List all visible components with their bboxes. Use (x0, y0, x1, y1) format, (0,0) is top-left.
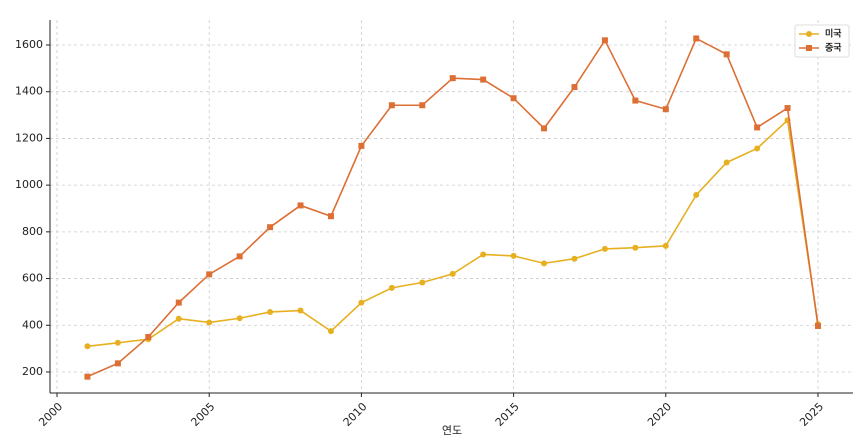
marker (175, 299, 182, 306)
marker (267, 224, 274, 231)
marker (632, 244, 639, 251)
x-tick-label: 2020 (645, 400, 674, 429)
marker (388, 284, 395, 291)
marker (358, 142, 365, 149)
marker (814, 322, 821, 329)
marker (541, 125, 548, 132)
marker (175, 315, 182, 322)
y-tick-label: 200 (22, 365, 43, 378)
marker (541, 260, 548, 267)
series-line (87, 37, 819, 378)
y-tick-label: 1400 (15, 85, 43, 98)
x-tick-label: 2010 (341, 400, 370, 429)
marker (236, 253, 243, 260)
marker (480, 251, 487, 258)
marker (419, 102, 426, 109)
marker (388, 102, 395, 109)
marker (784, 105, 791, 112)
y-tick-label: 800 (22, 225, 43, 238)
x-tick-label: 2005 (188, 400, 217, 429)
marker (114, 339, 121, 346)
marker (449, 270, 456, 277)
marker (723, 51, 730, 58)
y-tick-label: 1000 (15, 178, 43, 191)
y-tick-label: 1200 (15, 131, 43, 144)
marker (601, 37, 608, 44)
marker (236, 315, 243, 322)
marker (571, 255, 578, 262)
marker (419, 279, 426, 286)
legend-marker (806, 45, 812, 51)
marker (267, 308, 274, 315)
marker (754, 145, 761, 152)
x-tick-label: 2015 (493, 400, 522, 429)
marker (571, 84, 578, 91)
marker (480, 76, 487, 83)
marker (206, 319, 213, 326)
legend-label: 중국 (825, 43, 842, 54)
legend-marker (806, 31, 812, 37)
marker (297, 307, 304, 314)
marker (449, 75, 456, 82)
y-tick-label: 400 (22, 318, 43, 331)
marker (327, 213, 334, 220)
y-tick-label: 600 (22, 272, 43, 285)
marker (723, 159, 730, 166)
marker (662, 106, 669, 113)
marker (297, 202, 304, 209)
marker (84, 343, 91, 350)
marker (114, 360, 121, 367)
marker (84, 373, 91, 380)
marker (510, 252, 517, 259)
marker (693, 35, 700, 42)
x-axis-label: 연도 (442, 424, 462, 437)
x-tick-label: 2000 (36, 400, 65, 429)
marker (358, 299, 365, 306)
marker (754, 124, 761, 131)
marker (601, 245, 608, 252)
marker (510, 95, 517, 102)
marker (145, 333, 152, 340)
marker (327, 328, 334, 335)
y-tick-label: 1600 (15, 38, 43, 51)
legend-label: 미국 (825, 28, 842, 40)
marker (662, 242, 669, 249)
series-line (87, 118, 819, 348)
marker (206, 271, 213, 278)
x-tick-label: 2025 (797, 400, 826, 429)
marker (632, 97, 639, 104)
marker (693, 191, 700, 198)
